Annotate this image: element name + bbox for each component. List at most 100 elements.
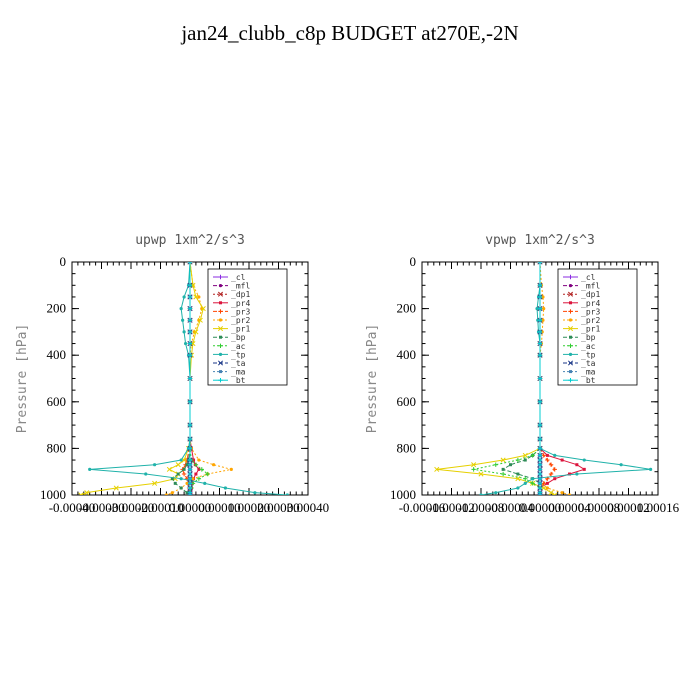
figure-title: jan24_clubb_c8p BUDGET at270E,-2N (180, 21, 518, 45)
y-tick-label: 1000 (40, 487, 66, 502)
legend-marker-pr3 (218, 309, 223, 314)
series-point-pr1 (478, 471, 484, 477)
series-point-pr1 (152, 480, 158, 486)
series-point-pr2 (542, 307, 546, 311)
series-point-tp (619, 463, 623, 467)
series-point-pr3 (541, 453, 546, 458)
series-point-pr3 (548, 462, 554, 467)
series-point-pr3 (541, 481, 546, 486)
series-point-pr2 (212, 463, 216, 467)
series-point-bt (187, 329, 193, 335)
series-point-bt (537, 462, 543, 467)
series-point-bt (187, 481, 193, 486)
series-point-pr4 (553, 477, 557, 481)
x-tick-label: 0.00016 (637, 500, 680, 515)
series-point-bt (187, 485, 193, 491)
series-point-bt (187, 283, 193, 288)
legend-marker-tp (568, 352, 573, 356)
series-point-bp (523, 458, 527, 462)
series-point-tp (181, 318, 185, 322)
legend-marker-ac (568, 343, 573, 348)
series-point-bt (537, 318, 543, 323)
series-point-pr2 (185, 481, 189, 485)
series-point-bt (187, 353, 193, 358)
y-tick-label: 1000 (390, 487, 416, 502)
legend-entry: _dp1 (231, 290, 250, 299)
series-point-pr4 (194, 472, 198, 476)
legend-marker-ma (569, 370, 572, 374)
series-point-pr2 (541, 318, 545, 322)
series-point-pr4 (560, 458, 564, 462)
legend-entry: _pr4 (231, 299, 250, 308)
series-point-pr3 (181, 471, 187, 477)
series-point-bt (187, 446, 193, 451)
series-line-ac (473, 262, 541, 495)
legend-entry: _mfl (581, 282, 600, 291)
legend-entry: _cl (581, 273, 596, 282)
x-tick-label: -0.00030 (78, 500, 125, 515)
series-point-bt (537, 485, 543, 491)
x-tick-label: -0.00016 (399, 500, 446, 515)
legend-entry: _pr4 (581, 299, 600, 308)
legend-box (557, 268, 638, 386)
legend-marker-pr4 (219, 301, 222, 305)
series-point-pr1 (200, 306, 206, 312)
legend-marker-pr3 (568, 309, 573, 314)
legend-marker-ta (567, 360, 574, 366)
series-point-pr1 (548, 490, 554, 495)
series-point-tp (183, 341, 188, 346)
series-point-bt (187, 341, 193, 346)
series-point-pr2 (560, 491, 564, 495)
legend-entry: _pr3 (581, 307, 600, 316)
legend-marker-bp (219, 335, 222, 339)
series-point-bp (173, 481, 177, 485)
series-point-bt (187, 376, 193, 381)
series-point-ac (530, 481, 535, 486)
x-tick-label: 0.00040 (287, 500, 329, 515)
series-point-bt (537, 457, 543, 463)
series-point-bt (187, 462, 193, 467)
series-point-ac (199, 467, 204, 472)
legend-entry: _ac (231, 342, 246, 351)
legend-marker-ma (219, 370, 222, 374)
series-point-bt (187, 436, 193, 442)
legend-entry: _pr1 (581, 325, 600, 334)
series-point-tp (479, 493, 483, 495)
series-point-bt (187, 471, 193, 477)
series-point-tp (575, 472, 579, 476)
series-point-tp (179, 477, 183, 481)
series-point-tp (179, 458, 183, 462)
series-point-pr4 (575, 463, 579, 467)
legend-entry: _ta (581, 359, 596, 368)
legend-entry: _ma (231, 368, 246, 377)
legend-entry: _mfl (231, 282, 250, 291)
series-point-tp (582, 458, 586, 462)
series-point-tp (182, 295, 186, 299)
x-tick-label: 0.00010 (198, 500, 240, 515)
series-point-pr4 (568, 472, 571, 476)
series-point-bt (187, 467, 193, 472)
legend-entry: _bt (231, 376, 246, 385)
series-point-tp (223, 486, 227, 490)
series-point-ac (471, 467, 476, 472)
y-tick-label: 800 (47, 440, 67, 455)
series-point-bt (187, 318, 193, 323)
x-tick-label: 0.00030 (257, 500, 299, 515)
legend-marker-ac (218, 343, 223, 348)
series-line-bp (501, 262, 541, 495)
series-point-pr4 (582, 467, 586, 471)
legend-marker-bp (569, 335, 572, 339)
series-point-ac (205, 471, 210, 477)
y-axis-label: Pressure [hPa] (15, 324, 30, 434)
series-point-ac (493, 462, 498, 467)
legend-entry: _ta (231, 359, 246, 368)
series-point-tp (649, 467, 653, 471)
legend-marker-pr4 (569, 301, 572, 305)
y-tick-label: 200 (397, 301, 417, 316)
panel-upwp: upwp 1xm^2/s^3 Pressure [hPa] 0 200 400 600 80… (15, 233, 329, 515)
series-point-bt (537, 476, 543, 481)
series-point-bt (187, 476, 193, 481)
y-tick-label: 400 (47, 347, 67, 362)
legend-entry: _pr1 (231, 325, 250, 334)
